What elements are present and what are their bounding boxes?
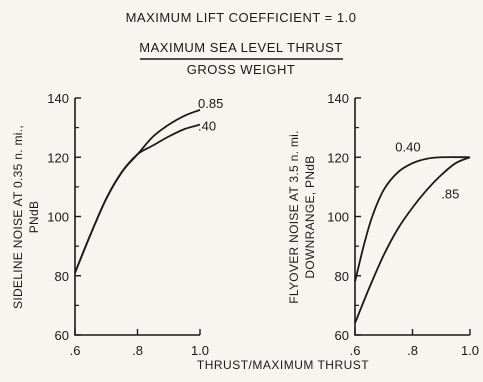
left-ytick-label: 80 bbox=[55, 269, 69, 284]
left-series-line-1 bbox=[74, 109, 201, 274]
right-ytick-label: 140 bbox=[327, 91, 349, 106]
left-xtick-label: .8 bbox=[132, 343, 143, 358]
left-series-label-1: 0.85 bbox=[198, 96, 223, 111]
left-ytick-label: 140 bbox=[47, 91, 69, 106]
header-lift-coefficient: MAXIMUM LIFT COEFFICIENT = 1.0 bbox=[126, 10, 357, 25]
left-ylabel-line2: PNdB bbox=[27, 201, 41, 234]
right-xtick-label: .8 bbox=[407, 343, 418, 358]
left-ylabel-line1: SIDELINE NOISE AT 0.35 n. mi., bbox=[11, 125, 25, 309]
right-ytick-label: 100 bbox=[327, 210, 349, 225]
right-series-label-2: .85 bbox=[441, 187, 459, 202]
x-axis-label: THRUST/MAXIMUM THRUST bbox=[197, 358, 369, 372]
left-axes bbox=[74, 98, 200, 336]
right-series-line-2 bbox=[354, 156, 471, 324]
right-ytick-label: 60 bbox=[335, 328, 349, 343]
sideline-noise-chart: SIDELINE NOISE AT 0.35 n. mi., PNdB 60 80… bbox=[11, 91, 223, 358]
left-ytick-label: 60 bbox=[55, 328, 69, 343]
right-ytick-label: 120 bbox=[327, 150, 349, 165]
left-ytick-label: 120 bbox=[47, 150, 69, 165]
left-xtick-label: 1.0 bbox=[191, 343, 209, 358]
right-xtick-label: 1.0 bbox=[461, 343, 479, 358]
right-ylabel-line2: DOWNRANGE, PNdB bbox=[303, 155, 317, 278]
left-xtick-label: .6 bbox=[70, 343, 81, 358]
right-series-line-1 bbox=[354, 156, 471, 282]
right-series-label-1: 0.40 bbox=[395, 139, 420, 154]
right-ytick-label: 80 bbox=[335, 269, 349, 284]
header-ratio-numerator: MAXIMUM SEA LEVEL THRUST bbox=[139, 40, 342, 55]
right-ylabel-line1: FLYOVER NOISE AT 3.5 n. mi. bbox=[287, 130, 301, 304]
left-series-label-2: .40 bbox=[198, 119, 216, 134]
left-ytick-label: 100 bbox=[47, 210, 69, 225]
right-xtick-label: .6 bbox=[350, 343, 361, 358]
left-series-line-2 bbox=[74, 123, 201, 274]
flyover-noise-chart: FLYOVER NOISE AT 3.5 n. mi. DOWNRANGE, P… bbox=[287, 91, 479, 358]
header-ratio-denominator: GROSS WEIGHT bbox=[187, 62, 296, 77]
